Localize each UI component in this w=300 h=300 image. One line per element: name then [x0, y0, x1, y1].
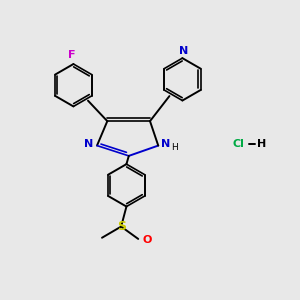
Text: H: H	[256, 139, 266, 149]
Text: F: F	[68, 50, 76, 61]
Text: H: H	[172, 142, 178, 152]
Text: N: N	[179, 46, 188, 56]
Text: O: O	[142, 235, 152, 244]
Text: N: N	[84, 139, 94, 149]
Text: N: N	[160, 139, 170, 149]
Text: S: S	[117, 220, 126, 233]
Text: Cl: Cl	[232, 139, 244, 149]
